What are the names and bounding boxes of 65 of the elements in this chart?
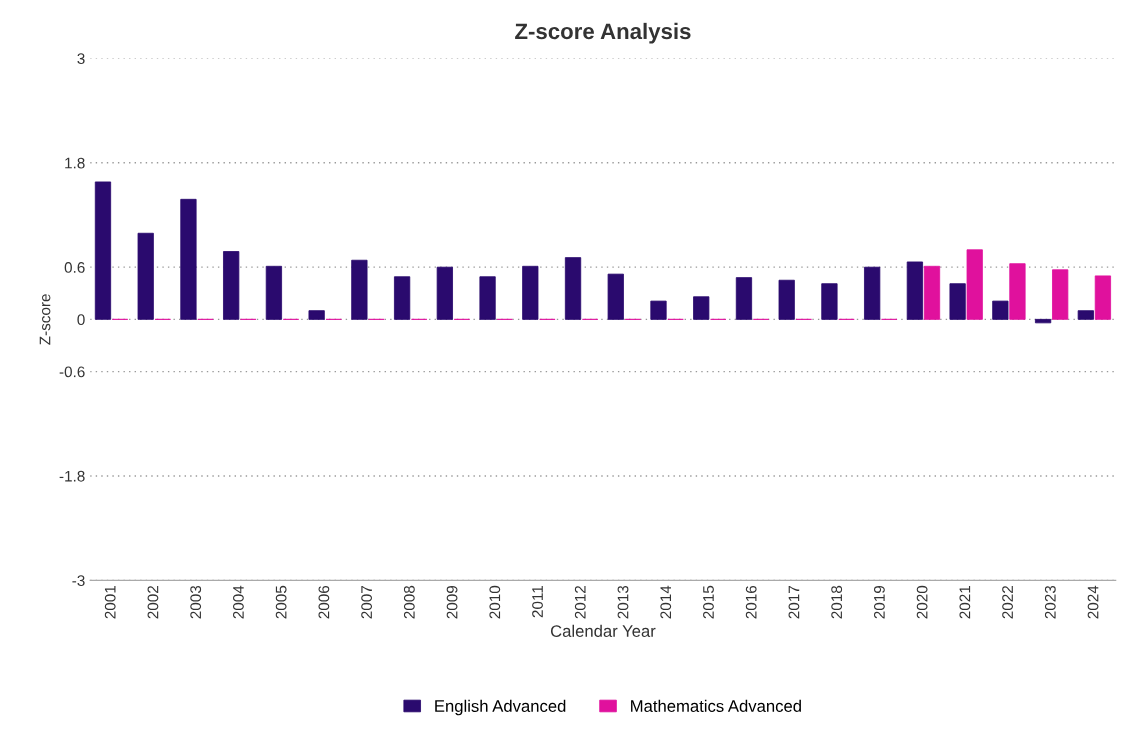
bar <box>393 276 411 320</box>
x-tick-label: 2005 <box>275 585 287 619</box>
x-tick-label: 2008 <box>403 585 415 619</box>
y-tick-label: -3 <box>72 575 85 587</box>
bar <box>522 265 539 320</box>
x-tick-label: 2016 <box>745 585 757 619</box>
bar <box>265 265 283 320</box>
bar <box>308 310 325 320</box>
x-tick-label: 2011 <box>532 585 543 618</box>
x-tick-label: 2014 <box>660 585 672 619</box>
y-tick-label: 1.8 <box>65 157 85 169</box>
bar <box>94 181 112 320</box>
x-tick-label: 2007 <box>361 585 373 619</box>
y-tick-label: 0.6 <box>64 262 85 273</box>
x-tick-label: 2012 <box>574 585 586 619</box>
x-tick-label: 2004 <box>233 585 244 619</box>
bar <box>436 266 453 320</box>
bar <box>479 276 496 320</box>
bar <box>564 257 582 320</box>
chart-title: Z-score Analysis <box>515 22 691 44</box>
x-tick-label: 2003 <box>190 585 202 619</box>
bar <box>1009 263 1026 320</box>
bar <box>992 300 1009 320</box>
bar <box>650 300 667 320</box>
bar <box>1034 318 1052 324</box>
bar <box>607 273 624 320</box>
bar <box>778 279 795 320</box>
x-tick-label: 2021 <box>959 585 971 619</box>
x-axis-title: Calendar Year <box>550 624 656 637</box>
legend-label: Mathematics Advanced <box>631 699 801 712</box>
bar <box>949 283 966 320</box>
y-tick-label: -0.6 <box>59 366 85 378</box>
x-tick-label: 2002 <box>147 585 159 619</box>
bar <box>1094 275 1112 320</box>
bar <box>1052 269 1069 320</box>
bar <box>351 259 368 320</box>
x-tick-label: 2018 <box>831 585 843 619</box>
bar <box>693 296 710 320</box>
x-tick-label: 2010 <box>489 585 501 619</box>
x-tick-label: 2006 <box>318 585 330 619</box>
legend-label: English Advanced <box>435 699 566 716</box>
bar <box>864 266 881 320</box>
bar <box>137 232 154 320</box>
x-tick-label: 2020 <box>916 585 928 619</box>
x-tick-label: 2001 <box>104 585 116 619</box>
bar <box>821 283 838 320</box>
y-tick-label: 3 <box>77 53 85 65</box>
bar <box>906 261 923 320</box>
bar <box>223 251 240 320</box>
bar <box>923 265 941 320</box>
x-tick-label: 2022 <box>1002 585 1013 619</box>
x-tick-label: 2019 <box>873 585 885 619</box>
x-tick-label: 2023 <box>1044 585 1056 619</box>
x-tick-label: 2009 <box>446 585 458 619</box>
y-axis-title: Z-score <box>39 294 51 345</box>
bar <box>180 198 197 320</box>
x-tick-label: 2017 <box>788 585 800 619</box>
x-tick-label: 2024 <box>1087 585 1099 619</box>
x-tick-label: 2013 <box>617 585 629 619</box>
y-tick-label: -1.8 <box>59 470 85 482</box>
bar <box>1077 310 1094 320</box>
y-tick-label: 0 <box>77 314 85 326</box>
bar <box>966 249 983 320</box>
bar <box>735 277 753 320</box>
x-tick-label: 2015 <box>703 585 714 619</box>
